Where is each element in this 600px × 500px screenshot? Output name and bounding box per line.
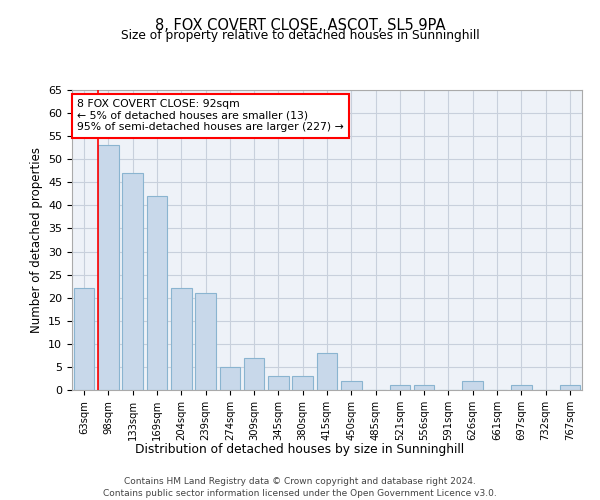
Bar [560, 386, 580, 390]
Text: Contains public sector information licensed under the Open Government Licence v3: Contains public sector information licen… [103, 489, 497, 498]
Bar [220, 367, 240, 390]
Y-axis label: Number of detached properties: Number of detached properties [29, 147, 43, 333]
Bar [98, 146, 119, 390]
Bar [292, 376, 313, 390]
Bar [195, 293, 216, 390]
Text: Size of property relative to detached houses in Sunninghill: Size of property relative to detached ho… [121, 29, 479, 42]
Bar [146, 196, 167, 390]
Bar [171, 288, 191, 390]
Bar [414, 386, 434, 390]
Bar [122, 173, 143, 390]
Bar [463, 381, 483, 390]
Bar [317, 353, 337, 390]
Text: 8, FOX COVERT CLOSE, ASCOT, SL5 9PA: 8, FOX COVERT CLOSE, ASCOT, SL5 9PA [155, 18, 445, 32]
Bar [74, 288, 94, 390]
Bar [389, 386, 410, 390]
Bar [511, 386, 532, 390]
Text: 8 FOX COVERT CLOSE: 92sqm
← 5% of detached houses are smaller (13)
95% of semi-d: 8 FOX COVERT CLOSE: 92sqm ← 5% of detach… [77, 99, 344, 132]
Text: Contains HM Land Registry data © Crown copyright and database right 2024.: Contains HM Land Registry data © Crown c… [124, 478, 476, 486]
Bar [268, 376, 289, 390]
Bar [244, 358, 265, 390]
Text: Distribution of detached houses by size in Sunninghill: Distribution of detached houses by size … [136, 442, 464, 456]
Bar [341, 381, 362, 390]
